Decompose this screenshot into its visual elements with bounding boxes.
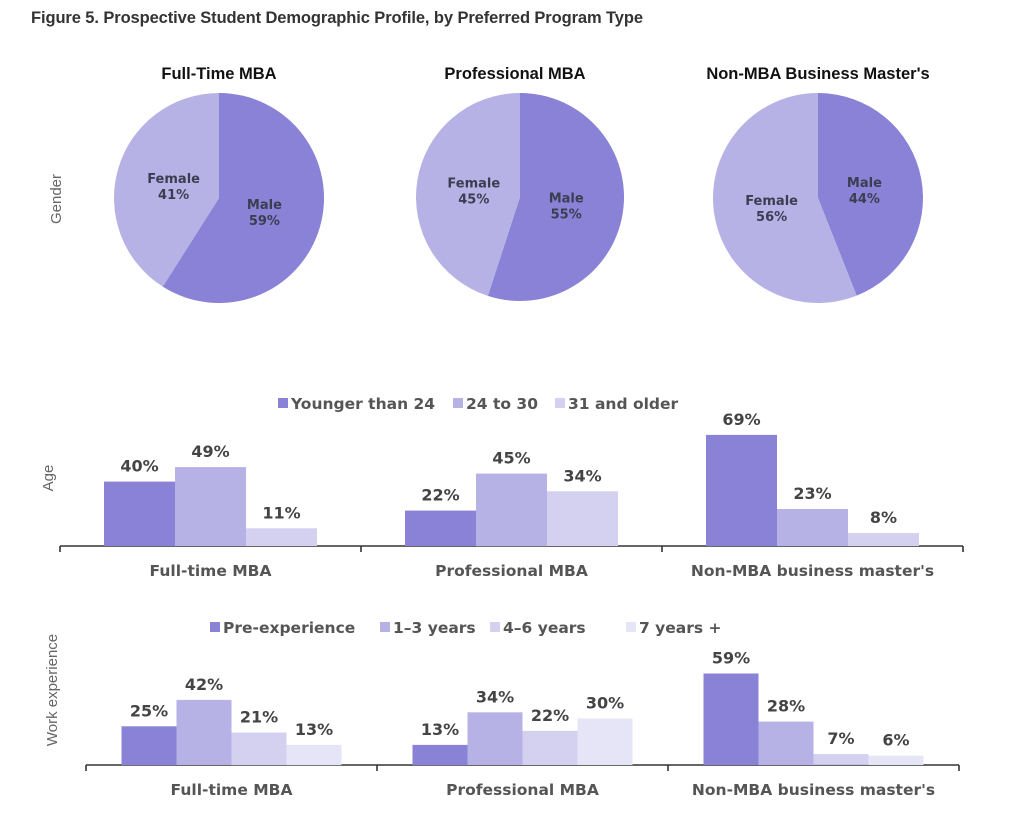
pie-slice-label: Female (147, 172, 200, 187)
pie-slice-male (818, 92, 924, 296)
pie-slice-label: Female (447, 177, 500, 192)
bar-value-label: 40% (120, 457, 158, 476)
bar (121, 726, 177, 766)
bar-value-label: 42% (185, 675, 223, 694)
bar (758, 721, 814, 765)
pie-slice-value: 55% (551, 207, 582, 222)
legend-label: 24 to 30 (466, 395, 538, 413)
bar (706, 434, 777, 546)
bar-value-label: 11% (262, 503, 300, 522)
age-row-label: Age (40, 465, 57, 492)
pie-title: Professional MBA (444, 65, 585, 83)
bar (412, 744, 468, 766)
bar-value-label: 21% (240, 708, 278, 727)
bar-value-label: 28% (767, 697, 805, 716)
age-legend: Younger than 24 24 to 30 31 and older (278, 395, 679, 413)
category-label: Professional MBA (435, 562, 588, 580)
category-label: Non-MBA business master's (691, 562, 934, 580)
category-label: Professional MBA (446, 781, 599, 799)
bar-value-label: 22% (531, 706, 569, 725)
pie-title: Non-MBA Business Master's (706, 65, 929, 83)
bar (476, 473, 547, 547)
bar (813, 754, 869, 765)
bar-value-label: 34% (563, 466, 601, 485)
bar-value-label: 30% (586, 694, 624, 713)
legend-swatch (278, 398, 288, 408)
work-row-label: Work experience (44, 634, 61, 746)
legend-swatch (453, 398, 463, 408)
pie-slice-label: Female (745, 194, 798, 209)
pie-slice-value: 56% (756, 210, 787, 225)
bar-value-label: 69% (722, 410, 760, 429)
bar-value-label: 22% (421, 486, 459, 505)
category-label: Full-time MBA (150, 562, 272, 580)
legend-swatch (555, 398, 565, 408)
pie-title: Full-Time MBA (161, 65, 276, 83)
bar-value-label: 13% (421, 720, 459, 739)
pie-slice-male (162, 92, 325, 303)
pie-slice-value: 41% (158, 188, 189, 203)
bar (246, 528, 317, 546)
pie-slice-value: 44% (849, 192, 880, 207)
bar (231, 732, 287, 766)
age-bar-chart: 40% 49% 11% Full-time MBA 22% 45% 34% Professio… (59, 410, 964, 580)
legend-label: 7 years + (639, 619, 722, 637)
pie-slice-female (114, 93, 219, 287)
pie-slice-label: Male (549, 191, 584, 206)
bar (577, 718, 633, 765)
pie-slice-label: Male (247, 198, 282, 213)
legend-label: Younger than 24 (290, 395, 435, 413)
work-legend: Pre-experience 1–3 years 4–6 years 7 years … (210, 619, 722, 637)
bar (175, 467, 246, 546)
figure-title: Figure 5. Prospective Student Demographi… (31, 9, 643, 27)
bar-value-label: 49% (191, 442, 229, 461)
legend-label: 4–6 years (503, 619, 586, 637)
bar (467, 712, 523, 765)
legend-swatch (380, 622, 390, 632)
bar-value-label: 59% (712, 649, 750, 668)
bar (522, 730, 578, 765)
bar-value-label: 25% (130, 701, 168, 720)
pie-slice-value: 45% (458, 193, 489, 208)
category-label: Non-MBA business master's (692, 781, 935, 799)
pie-slice-male (487, 93, 624, 301)
pie-slice-value: 59% (249, 214, 280, 229)
bar-value-label: 8% (870, 508, 897, 527)
legend-swatch (626, 622, 636, 632)
bar-value-label: 13% (295, 720, 333, 739)
pie-slice-label: Male (847, 176, 882, 191)
bar (777, 509, 848, 546)
bar (104, 481, 175, 546)
gender-pies: Full-Time MBAMale59%Female41%Professiona… (114, 65, 930, 303)
legend-swatch (490, 622, 500, 632)
legend-label: 31 and older (568, 395, 679, 413)
gender-row-label: Gender (48, 174, 65, 224)
bar-value-label: 7% (827, 729, 854, 748)
bar (703, 673, 759, 765)
bar (286, 744, 342, 766)
legend-swatch (210, 622, 220, 632)
category-label: Full-time MBA (171, 781, 293, 799)
bar-value-label: 34% (476, 687, 514, 706)
bar (868, 755, 924, 765)
bar-value-label: 45% (492, 449, 530, 468)
pie-slice-female (713, 93, 857, 303)
legend-label: Pre-experience (223, 619, 355, 637)
bar (547, 491, 618, 546)
bar-value-label: 6% (882, 731, 909, 750)
bar-value-label: 23% (793, 484, 831, 503)
bar (848, 533, 919, 546)
bar (176, 699, 232, 765)
bar (405, 510, 476, 546)
work-bar-chart: 25% 42% 21% 13% Full-time MBA 13% 34% 22% 30% Pro… (85, 649, 960, 799)
legend-label: 1–3 years (393, 619, 476, 637)
pie-slice-female (415, 93, 520, 296)
